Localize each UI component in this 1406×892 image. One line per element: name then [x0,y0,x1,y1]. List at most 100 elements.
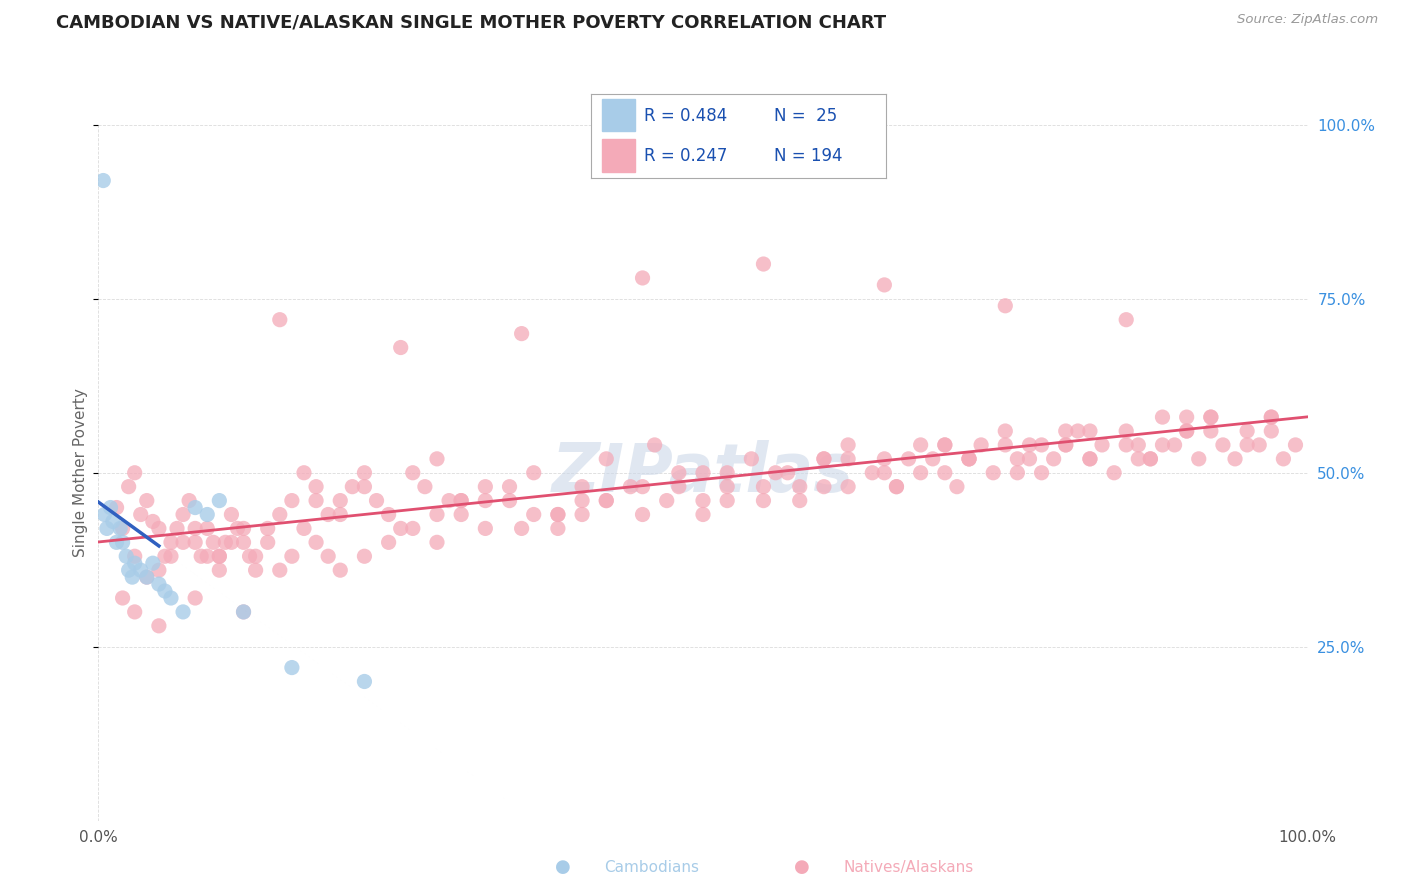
Point [148,619,170,633]
Point [316,549,339,564]
Point [111,591,134,605]
Point [837,438,859,452]
Point [184,500,207,515]
Point [413,480,436,494]
Point [1236,424,1258,438]
Point [946,480,969,494]
Text: N = 194: N = 194 [773,147,842,165]
Point [1199,424,1222,438]
Point [135,570,157,584]
Point [105,500,128,515]
Text: Source: ZipAtlas.com: Source: ZipAtlas.com [1237,13,1378,27]
Point [450,493,472,508]
Point [426,451,449,466]
Point [474,480,496,494]
Text: R = 0.484: R = 0.484 [644,107,727,125]
Point [1054,424,1077,438]
Point [752,257,775,271]
Point [226,521,249,535]
Point [305,480,328,494]
Point [1249,438,1271,452]
Point [813,480,835,494]
Y-axis label: Single Mother Poverty: Single Mother Poverty [73,388,87,558]
Text: R = 0.247: R = 0.247 [644,147,727,165]
Point [498,480,520,494]
Point [474,521,496,535]
Point [873,277,896,292]
Point [1078,424,1101,438]
Point [1115,312,1137,326]
Point [305,493,328,508]
Point [245,563,267,577]
Point [716,466,738,480]
Point [96,521,118,535]
Text: ●: ● [793,858,810,876]
Point [1031,466,1053,480]
Point [232,605,254,619]
Point [292,521,315,535]
Point [1067,424,1090,438]
Point [281,660,304,674]
Point [886,480,908,494]
Point [121,570,143,584]
Point [316,508,339,522]
Point [281,493,304,508]
Point [1042,451,1064,466]
Point [135,570,157,584]
Point [208,549,231,564]
Point [1260,410,1282,425]
Point [256,535,278,549]
Point [981,466,1004,480]
Point [402,521,425,535]
Point [166,521,188,535]
Point [195,549,218,564]
Point [208,493,231,508]
Point [142,556,165,570]
Point [1175,424,1198,438]
Point [1212,438,1234,452]
Point [111,521,134,535]
Point [1115,424,1137,438]
Point [1199,410,1222,425]
Point [342,480,364,494]
Point [547,521,569,535]
Point [765,466,787,480]
Point [184,535,207,549]
Point [135,493,157,508]
Point [124,466,146,480]
Text: Cambodians: Cambodians [605,860,700,874]
Point [1078,451,1101,466]
Point [498,493,520,508]
Point [752,493,775,508]
Point [389,521,412,535]
Point [153,549,176,564]
Point [450,508,472,522]
Point [789,480,811,494]
Point [1018,451,1040,466]
Point [571,493,593,508]
Point [124,556,146,570]
Point [232,605,254,619]
Point [510,326,533,341]
Point [1199,410,1222,425]
Point [437,493,460,508]
Point [202,535,225,549]
Point [873,451,896,466]
Point [377,535,399,549]
Point [232,521,254,535]
Point [934,438,956,452]
Point [921,451,943,466]
Point [886,480,908,494]
Point [160,549,183,564]
Point [148,521,170,535]
Point [1188,451,1211,466]
Point [595,493,617,508]
Point [970,438,993,452]
Point [1152,438,1174,452]
Point [353,674,375,689]
Point [450,493,472,508]
Point [837,451,859,466]
Point [1236,438,1258,452]
Point [619,480,641,494]
Point [184,521,207,535]
